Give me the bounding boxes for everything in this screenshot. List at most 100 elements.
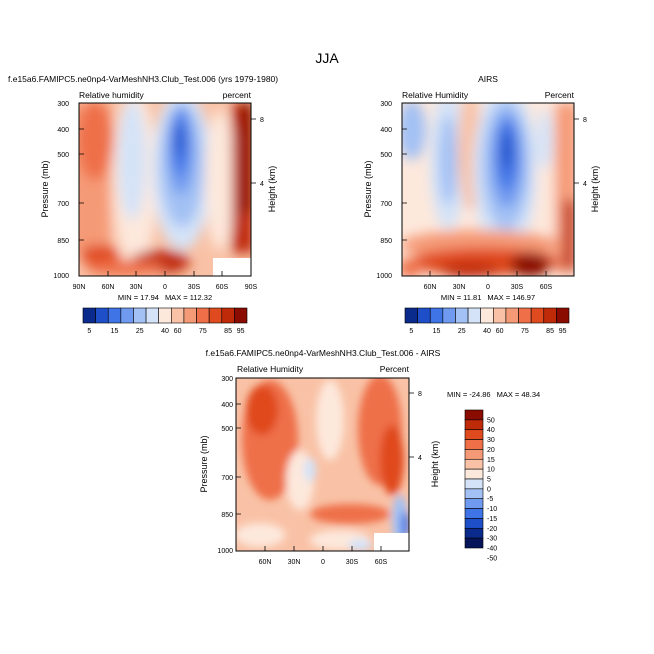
colorbar-label: 25 <box>458 328 466 335</box>
colorbar-label: 5 <box>487 477 491 484</box>
xtick-label: 30N <box>288 559 301 566</box>
panel-obs-left-label: Relative Humidity <box>402 90 469 100</box>
colorbar-swatch <box>455 307 469 324</box>
colorbar-label: 20 <box>487 447 495 454</box>
colorbar-label: 60 <box>496 328 504 335</box>
xtick-label: 60S <box>216 284 229 291</box>
panel-diff-frame <box>235 377 410 552</box>
panel-obs-field <box>402 103 574 276</box>
ytick-label: 400 <box>221 402 233 409</box>
xtick-label: 0 <box>321 559 325 566</box>
panel-obs-xticks: 60N 30N 0 30S 60S <box>424 271 553 291</box>
xtick-label: 0 <box>163 284 167 291</box>
colorbar-label: 10 <box>487 467 495 474</box>
xtick-label: 60N <box>259 559 272 566</box>
colorbar-label: 75 <box>199 328 207 335</box>
panel-diff-y2ticks: 8 4 <box>409 391 422 462</box>
colorbar-swatch <box>464 449 484 460</box>
ytick-label: 500 <box>57 152 69 159</box>
colorbar-label: 15 <box>433 328 441 335</box>
colorbar-swatch <box>464 498 484 509</box>
panel-obs-y2label: Height (km) <box>590 166 600 213</box>
y2tick-label: 4 <box>260 181 264 188</box>
ytick-label: 700 <box>57 201 69 208</box>
panel-model-right-label: percent <box>223 90 252 100</box>
ytick-label: 300 <box>57 101 69 108</box>
xtick-label: 60N <box>102 284 115 291</box>
panel-model: f.e15a6.FAMIPC5.ne0np4-VarMeshNH3.Club_T… <box>8 74 278 335</box>
colorbar-swatch <box>464 488 484 500</box>
y2tick-label: 4 <box>583 181 587 188</box>
xtick-label: 60S <box>375 559 388 566</box>
ytick-label: 700 <box>221 475 233 482</box>
figure-title: JJA <box>315 50 339 66</box>
panel-model-ylabel: Pressure (mb) <box>40 160 50 217</box>
xtick-label: 30S <box>188 284 201 291</box>
panel-diff-y2label: Height (km) <box>430 441 440 488</box>
colorbar-label: 5 <box>87 328 91 335</box>
colorbar-swatch <box>234 307 248 324</box>
colorbar-swatch <box>120 307 134 324</box>
colorbar-swatch <box>133 307 147 324</box>
colorbar-swatch <box>480 307 494 324</box>
xtick-label: 30N <box>130 284 143 291</box>
colorbar-swatch <box>417 307 431 324</box>
colorbar-label: 15 <box>487 457 495 464</box>
ytick-label: 300 <box>221 376 233 383</box>
colorbar-label: -50 <box>487 555 497 562</box>
panel-obs-title: AIRS <box>478 74 498 84</box>
colorbar-swatch <box>464 478 484 490</box>
panel-obs-colorbar: 5 15 25 40 60 75 85 95 <box>404 307 570 335</box>
xtick-label: 90S <box>245 284 258 291</box>
panel-model-y2ticks: 8 4 <box>251 117 264 188</box>
panel-diff-yticks: 300 400 500 700 850 1000 <box>217 376 241 555</box>
colorbar-swatch <box>158 307 172 324</box>
y2tick-label: 8 <box>418 391 422 398</box>
ytick-label: 700 <box>380 201 392 208</box>
colorbar-label: 25 <box>136 328 144 335</box>
colorbar-swatch <box>464 419 484 431</box>
colorbar-label: 85 <box>224 328 232 335</box>
xtick-label: 60S <box>540 284 553 291</box>
y2tick-label: 4 <box>418 455 422 462</box>
colorbar-swatch <box>493 307 507 324</box>
colorbar-swatch <box>171 307 185 324</box>
colorbar-swatch <box>530 307 545 324</box>
panel-obs: AIRS Relative Humidity Percent <box>363 74 600 335</box>
panel-diff-xticks: 60N 30N 0 30S 60S <box>259 546 388 566</box>
colorbar-label: 15 <box>111 328 119 335</box>
colorbar-label: 30 <box>487 437 495 444</box>
colorbar-swatch <box>208 307 223 324</box>
panel-obs-right-label: Percent <box>545 90 575 100</box>
panel-model-y2label: Height (km) <box>267 166 277 213</box>
panel-obs-y2ticks: 8 4 <box>574 117 587 188</box>
colorbar-label: -40 <box>487 546 497 553</box>
ytick-label: 850 <box>221 512 233 519</box>
colorbar-label: -5 <box>487 496 493 503</box>
panel-model-colorbar: 5 15 25 40 60 75 85 95 <box>82 307 248 335</box>
ytick-label: 500 <box>221 426 233 433</box>
colorbar-swatch <box>183 307 197 324</box>
panel-diff-stats: MIN = -24.86 MAX = 48.34 <box>447 390 540 399</box>
panel-diff-right-label: Percent <box>380 364 410 374</box>
colorbar-swatch <box>464 468 484 480</box>
colorbar-label: 40 <box>487 427 495 434</box>
panel-model-field <box>79 103 251 276</box>
panel-obs-stats: MIN = 11.81 MAX = 146.97 <box>441 293 535 302</box>
panel-model-title: f.e15a6.FAMIPC5.ne0np4-VarMeshNH3.Club_T… <box>8 74 278 84</box>
panel-model-left-label: Relative humidity <box>79 90 144 100</box>
colorbar-swatch <box>145 307 159 324</box>
colorbar-label: 0 <box>487 486 491 493</box>
colorbar-swatch <box>505 307 519 324</box>
xtick-label: 30N <box>453 284 466 291</box>
colorbar-swatch <box>464 409 484 421</box>
panel-diff-ylabel: Pressure (mb) <box>199 435 209 492</box>
panel-diff-title: f.e15a6.FAMIPC5.ne0np4-VarMeshNH3.Club_T… <box>206 348 441 358</box>
colorbar-label: 5 <box>409 328 413 335</box>
xtick-label: 0 <box>486 284 490 291</box>
colorbar-label: 40 <box>483 328 491 335</box>
panel-obs-yticks: 300 400 500 700 850 1000 <box>376 101 407 280</box>
colorbar-swatch <box>464 518 484 529</box>
